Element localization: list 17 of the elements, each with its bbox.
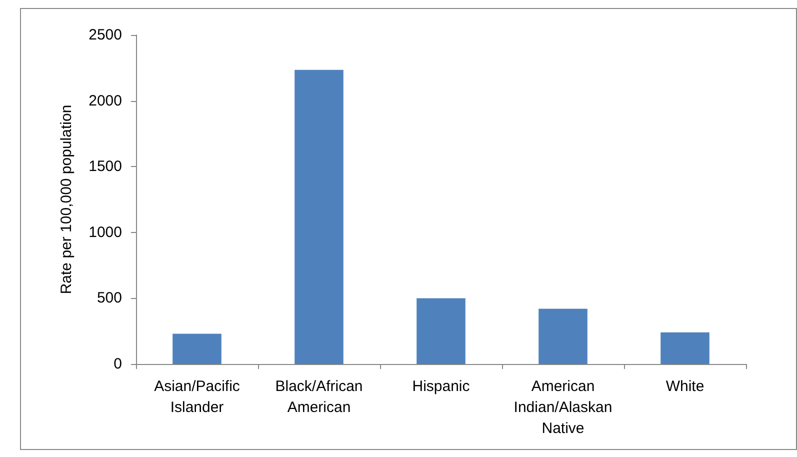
bar	[294, 70, 344, 364]
y-axis-title: Rate per 100,000 population	[58, 104, 75, 294]
y-tick-label: 1500	[88, 158, 122, 176]
x-tick-label: Asian/Pacific Islander	[154, 378, 240, 416]
y-tick-label: 2500	[88, 26, 122, 44]
y-tick-label: 500	[96, 290, 122, 307]
x-tick-label: Black/African American	[275, 378, 363, 416]
x-tick-label: Hispanic	[412, 378, 470, 395]
y-tick-label: 0	[114, 356, 122, 372]
y-tick-label: 2000	[88, 92, 122, 110]
bar	[416, 298, 466, 364]
y-tick-label: 1000	[88, 224, 122, 241]
bar	[172, 334, 222, 364]
bar	[660, 332, 710, 364]
x-tick-label: White	[666, 378, 704, 395]
x-tick-label: American Indian/Alaskan Native	[514, 378, 612, 437]
bar	[538, 308, 588, 364]
